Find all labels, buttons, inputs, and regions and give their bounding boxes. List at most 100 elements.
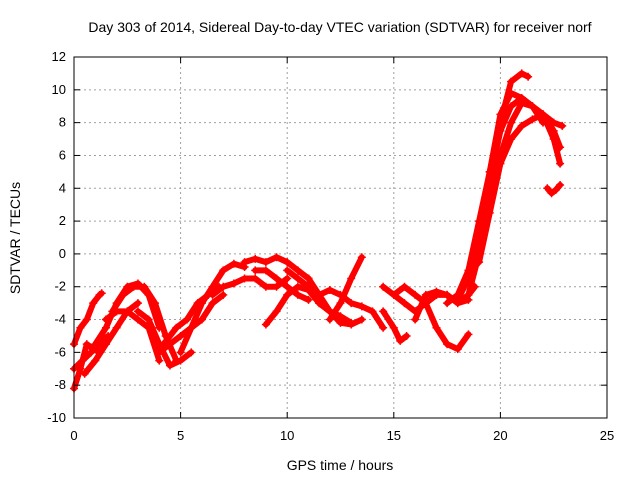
data-point [400, 299, 409, 308]
series-line [544, 181, 564, 197]
data-point [176, 356, 185, 365]
data-point [368, 307, 377, 316]
data-point [293, 290, 302, 299]
data-point [507, 89, 516, 98]
y-tick-label: -2 [54, 279, 66, 294]
data-point [556, 143, 565, 152]
series-arc-30 [543, 180, 565, 198]
data-point [140, 282, 149, 291]
data-point [551, 185, 560, 194]
y-tick-label: -10 [47, 410, 66, 425]
series-arc-18 [315, 286, 388, 332]
data-point [347, 274, 356, 283]
data-point [507, 77, 516, 86]
data-point [357, 253, 366, 262]
data-point [78, 356, 87, 365]
data-point [507, 102, 516, 111]
data-point [293, 274, 302, 283]
data-point [475, 258, 484, 267]
data-point [208, 290, 217, 299]
data-point [357, 302, 366, 311]
data-point [283, 258, 292, 267]
axis-ticks: -10 -8 -6 -4 -2 0 2 4 6 8 10 12 0 5 10 15 20 25 [47, 49, 614, 443]
data-point [82, 340, 91, 349]
data-point [197, 299, 206, 308]
data-point [165, 361, 174, 370]
data-series [70, 69, 567, 393]
data-point [240, 274, 249, 283]
data-point [325, 286, 334, 295]
data-point [517, 94, 526, 103]
data-point [91, 356, 100, 365]
data-point [108, 307, 117, 316]
data-point [172, 323, 181, 332]
data-point [315, 290, 324, 299]
data-point [101, 323, 110, 332]
data-point [556, 159, 565, 168]
data-point [556, 180, 565, 189]
data-point [283, 282, 292, 291]
y-tick-label: 12 [52, 49, 66, 64]
data-point [133, 299, 142, 308]
series-line [326, 254, 365, 323]
x-tick-label: 15 [387, 428, 401, 443]
x-tick-label: 0 [70, 428, 77, 443]
data-point [396, 336, 405, 345]
data-point [389, 290, 398, 299]
data-point [133, 315, 142, 324]
data-point [453, 295, 462, 304]
data-point [261, 320, 270, 329]
data-point [251, 274, 260, 283]
data-point [87, 348, 96, 357]
data-point [464, 330, 473, 339]
series-arc-11 [176, 259, 249, 357]
data-point [443, 340, 452, 349]
data-point [219, 282, 228, 291]
data-point [325, 315, 334, 324]
y-axis-label: SDTVAR / TECUs [7, 182, 23, 294]
data-point [187, 348, 196, 357]
data-point [272, 274, 281, 283]
data-point [421, 290, 430, 299]
data-point [293, 282, 302, 291]
data-point [89, 299, 98, 308]
data-point [304, 295, 313, 304]
chart-title: Day 303 of 2014, Sidereal Day-to-day VTE… [88, 19, 591, 35]
series-arc-12 [208, 274, 292, 299]
data-point [443, 299, 452, 308]
x-axis-label: GPS time / hours [287, 457, 394, 473]
data-point [91, 340, 100, 349]
data-point [464, 290, 473, 299]
data-point [539, 110, 548, 119]
series-arc-17 [304, 274, 366, 329]
series-arc-21 [379, 307, 411, 345]
data-point [182, 315, 191, 324]
data-point [421, 299, 430, 308]
series-arc-8 [133, 307, 196, 370]
data-point [144, 315, 153, 324]
series-line [305, 275, 365, 328]
y-tick-label: 8 [59, 115, 66, 130]
data-point [261, 258, 270, 267]
data-point [283, 274, 292, 283]
data-point [261, 266, 270, 275]
series-arc-2 [70, 289, 106, 349]
data-point [517, 121, 526, 130]
data-point [261, 282, 270, 291]
series-arc-19 [325, 253, 366, 324]
data-point [379, 323, 388, 332]
data-point [336, 299, 345, 308]
data-point [357, 315, 366, 324]
y-tick-label: 2 [59, 213, 66, 228]
data-point [443, 290, 452, 299]
data-point [517, 69, 526, 78]
y-tick-label: -8 [54, 377, 66, 392]
y-tick-label: 10 [52, 82, 66, 97]
data-point [101, 340, 110, 349]
plot-frame [73, 56, 608, 419]
data-point [411, 315, 420, 324]
data-point [229, 279, 238, 288]
data-point [251, 266, 260, 275]
data-point [549, 126, 558, 135]
x-tick-label: 5 [177, 428, 184, 443]
